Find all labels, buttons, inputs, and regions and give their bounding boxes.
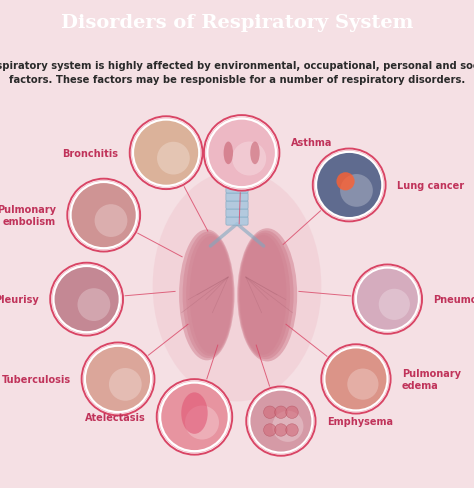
Ellipse shape <box>190 237 232 354</box>
Circle shape <box>55 267 118 331</box>
Circle shape <box>274 406 287 419</box>
Circle shape <box>82 343 155 415</box>
Text: Asthma: Asthma <box>291 137 332 147</box>
Ellipse shape <box>181 392 208 434</box>
Text: Pneumonia: Pneumonia <box>433 295 474 305</box>
Circle shape <box>78 288 110 321</box>
Circle shape <box>50 263 123 336</box>
Circle shape <box>313 149 385 222</box>
FancyBboxPatch shape <box>226 217 248 225</box>
Circle shape <box>379 289 410 320</box>
Text: Pulmonary
edema: Pulmonary edema <box>401 368 461 390</box>
Circle shape <box>321 345 391 414</box>
Circle shape <box>209 121 275 187</box>
Circle shape <box>246 386 316 456</box>
Text: Bronchitis: Bronchitis <box>63 148 118 159</box>
Text: Pulmonary
embolism: Pulmonary embolism <box>0 205 56 226</box>
FancyBboxPatch shape <box>226 209 248 218</box>
Circle shape <box>317 154 381 218</box>
Ellipse shape <box>153 171 321 402</box>
Circle shape <box>264 424 276 436</box>
Text: Disorders of Respiratory System: Disorders of Respiratory System <box>61 14 413 32</box>
Circle shape <box>337 173 355 191</box>
Circle shape <box>109 368 142 401</box>
Circle shape <box>274 424 287 436</box>
Circle shape <box>357 269 418 330</box>
Circle shape <box>161 384 228 450</box>
Circle shape <box>272 411 303 442</box>
Ellipse shape <box>250 142 260 165</box>
Ellipse shape <box>179 230 235 361</box>
Text: Respiratory system is highly affected by environmental, occupational, personal a: Respiratory system is highly affected by… <box>0 61 474 84</box>
Ellipse shape <box>239 233 290 357</box>
Ellipse shape <box>237 229 297 362</box>
Circle shape <box>95 205 128 238</box>
Circle shape <box>347 369 378 400</box>
Text: Emphysema: Emphysema <box>327 416 392 426</box>
Ellipse shape <box>238 231 293 360</box>
FancyBboxPatch shape <box>226 169 248 178</box>
FancyBboxPatch shape <box>226 162 248 170</box>
Ellipse shape <box>240 235 286 355</box>
Circle shape <box>250 391 311 452</box>
Text: Lung cancer: Lung cancer <box>397 181 464 191</box>
Circle shape <box>204 116 279 191</box>
Circle shape <box>157 379 232 455</box>
Circle shape <box>134 122 198 185</box>
Circle shape <box>130 117 202 190</box>
Circle shape <box>232 142 266 176</box>
Circle shape <box>185 406 219 440</box>
FancyBboxPatch shape <box>226 193 248 202</box>
Circle shape <box>67 179 140 252</box>
Circle shape <box>286 424 298 436</box>
Circle shape <box>86 347 150 411</box>
Text: Atelectasis: Atelectasis <box>85 412 146 422</box>
Ellipse shape <box>182 232 234 358</box>
Circle shape <box>340 175 373 207</box>
Circle shape <box>157 142 190 175</box>
Ellipse shape <box>186 234 233 356</box>
Circle shape <box>326 349 386 409</box>
Circle shape <box>72 183 136 247</box>
Text: Pleurisy: Pleurisy <box>0 295 39 305</box>
Text: Tuberculosis: Tuberculosis <box>1 374 71 384</box>
FancyBboxPatch shape <box>226 177 248 186</box>
Ellipse shape <box>224 142 233 165</box>
FancyBboxPatch shape <box>226 185 248 194</box>
Circle shape <box>286 406 298 419</box>
FancyBboxPatch shape <box>226 202 248 210</box>
Circle shape <box>264 406 276 419</box>
Circle shape <box>353 265 422 334</box>
